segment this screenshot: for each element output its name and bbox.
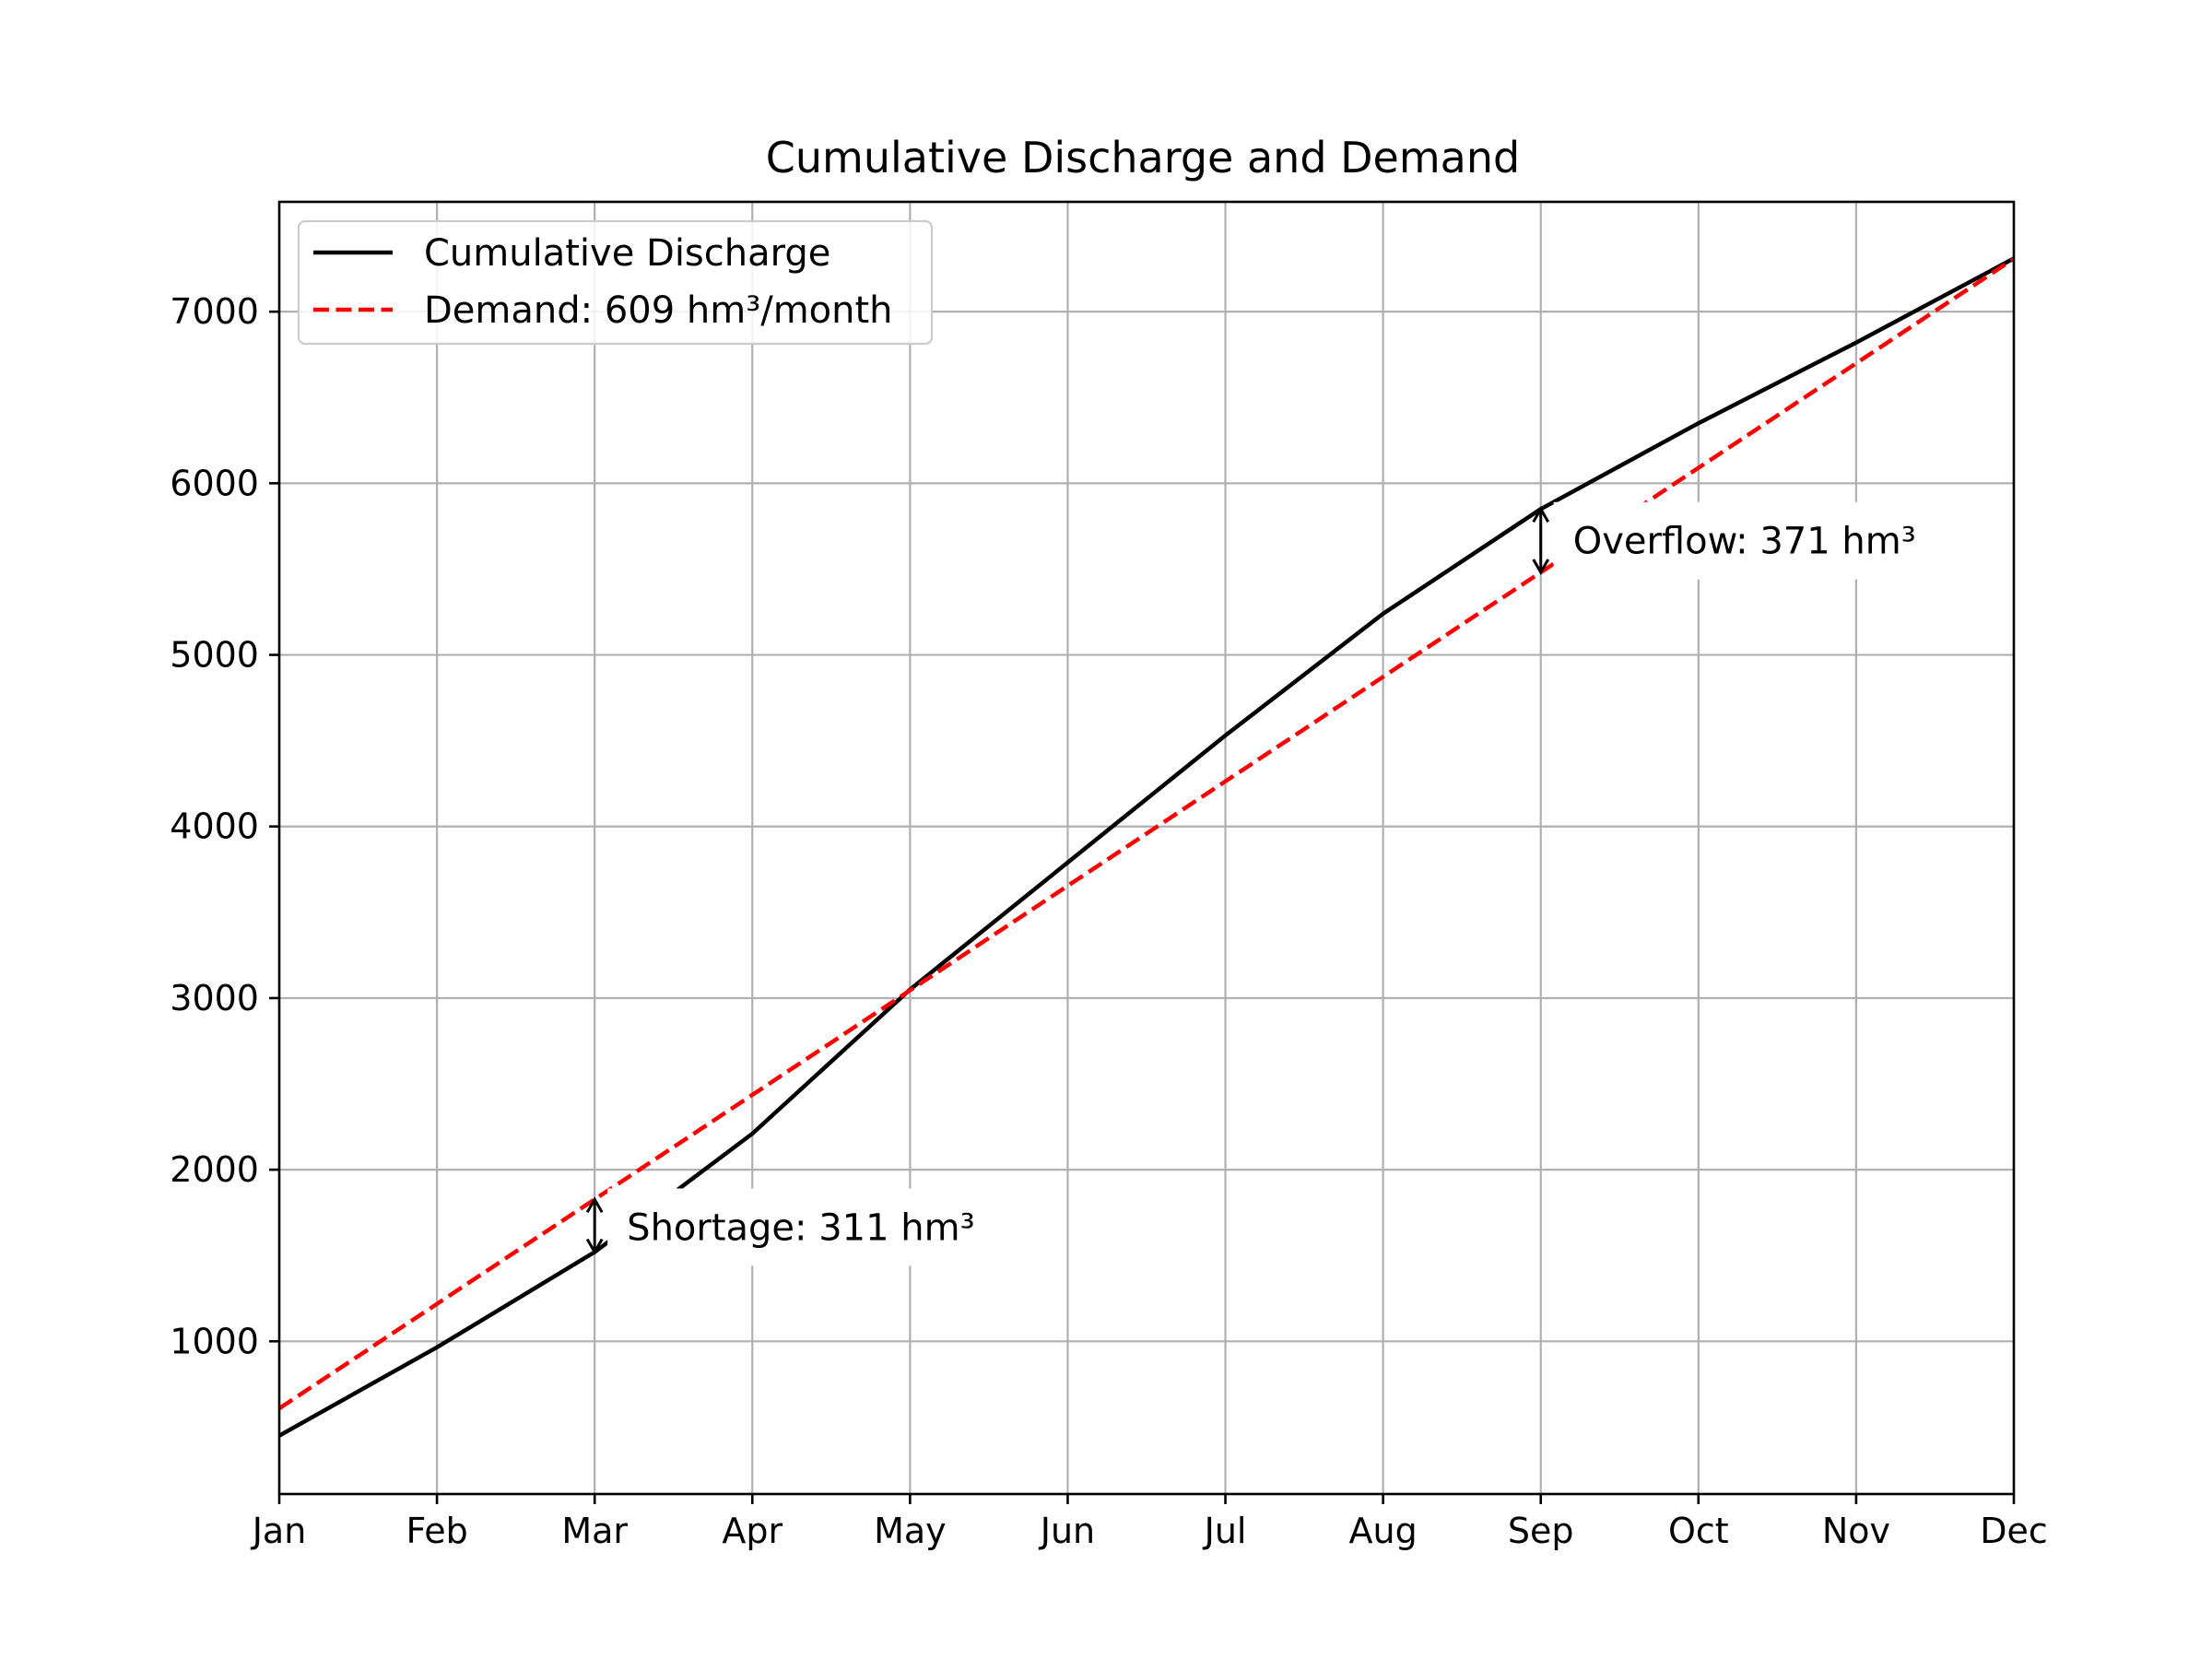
chart-title: Cumulative Discharge and Demand [766, 133, 1520, 182]
y-tick-label: 6000 [170, 463, 259, 503]
x-tick-label-aug: Aug [1349, 1511, 1418, 1551]
legend-label-discharge: Cumulative Discharge [424, 232, 830, 275]
x-tick-label-apr: Apr [722, 1511, 782, 1551]
x-tick-label-nov: Nov [1822, 1511, 1890, 1551]
y-tick-label: 3000 [170, 978, 259, 1018]
shortage-arrow-head-top [585, 1196, 604, 1214]
overflow-arrow-head-top [1532, 506, 1550, 524]
demand-line [277, 256, 2016, 1410]
x-tick-label-mar: Mar [561, 1511, 628, 1551]
annotation-layer: Shortage: 311 hm³ Overflow: 371 hm³ [585, 501, 1946, 1266]
x-tick-label-jun: Jun [1039, 1511, 1095, 1551]
y-tick-label: 1000 [170, 1321, 259, 1361]
x-tick-label-oct: Oct [1668, 1511, 1729, 1551]
x-tick-label-jan: Jan [251, 1511, 307, 1551]
x-tick-label-may: May [874, 1511, 947, 1551]
overflow-label: Overflow: 371 hm³ [1573, 521, 1916, 563]
x-tick-label-dec: Dec [1980, 1511, 2048, 1551]
chart-legend: Cumulative Discharge Demand: 609 hm³/mont… [297, 219, 934, 346]
overflow-label-box [1553, 501, 1946, 580]
shortage-label: Shortage: 311 hm³ [627, 1206, 974, 1249]
y-tick-label: 5000 [170, 635, 259, 676]
y-tick-label: 7000 [170, 291, 259, 332]
legend-box [297, 219, 934, 346]
grid-layer [277, 202, 2016, 1494]
x-tick-label-sep: Sep [1508, 1511, 1574, 1551]
x-tick-label-jul: Jul [1203, 1511, 1247, 1551]
shortage-arrow-head-bottom [585, 1238, 604, 1255]
axes-layer: Jan Feb Mar Apr May Jun Jul Aug Sep Oct Nov Dec 1000… [170, 200, 2048, 1551]
y-tick-label: 2000 [170, 1149, 259, 1190]
overflow-arrow-head-bottom [1532, 559, 1550, 576]
y-tick-label: 4000 [170, 806, 259, 847]
shortage-label-box [607, 1188, 1000, 1266]
plot-frame [277, 200, 2016, 1496]
cumulative-discharge-line [277, 256, 2016, 1438]
legend-label-demand: Demand: 609 hm³/month [424, 289, 893, 332]
x-tick-label-feb: Feb [406, 1511, 467, 1551]
